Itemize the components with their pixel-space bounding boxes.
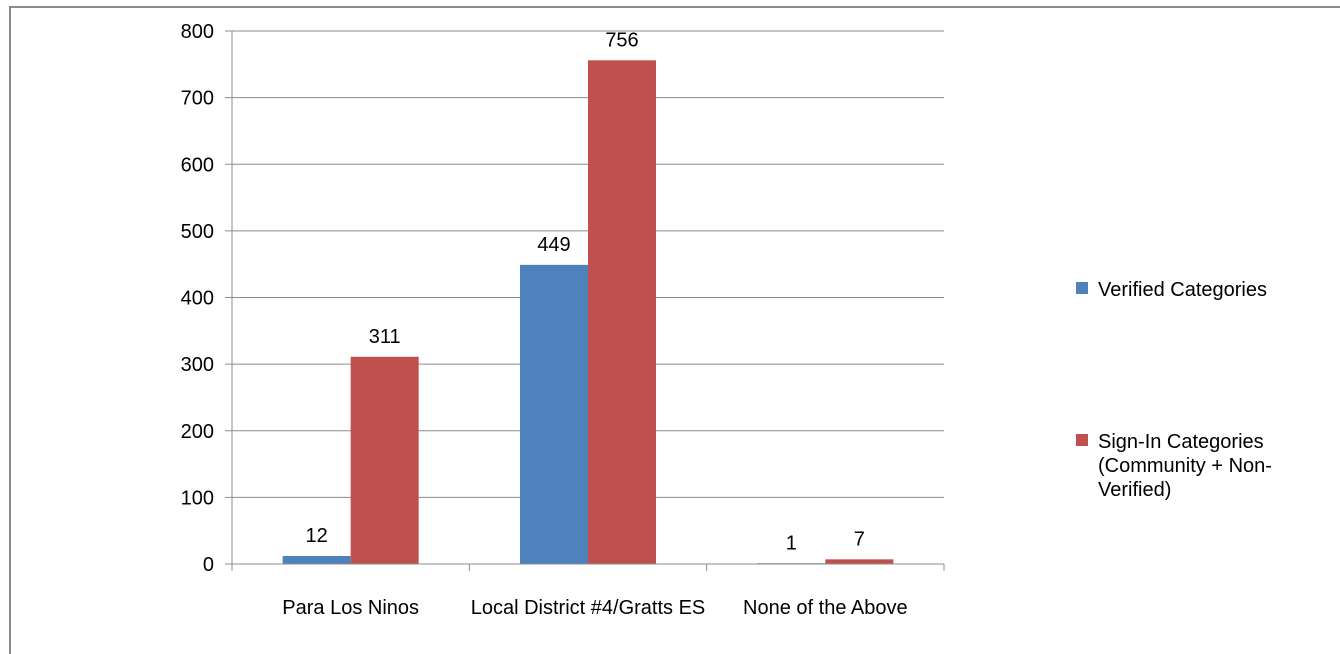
bar xyxy=(588,60,656,564)
bars xyxy=(282,60,894,564)
legend-label-line: (Community + Non- xyxy=(1098,455,1272,477)
y-tick-label: 400 xyxy=(181,288,214,310)
data-label: 449 xyxy=(537,234,570,256)
legend-label-line: Sign-In Categories xyxy=(1098,431,1264,453)
legend-swatch xyxy=(1076,282,1088,294)
data-label: 756 xyxy=(605,29,638,51)
bar xyxy=(825,559,894,564)
legend-label: Verified Categories xyxy=(1098,279,1267,301)
bar xyxy=(520,264,588,564)
y-tick-label: 600 xyxy=(181,154,214,176)
y-tick-label: 0 xyxy=(203,554,214,576)
x-tick-label: None of the Above xyxy=(743,597,908,619)
y-tick-label: 500 xyxy=(181,221,214,243)
labels: 0 100 200 300 400 500 600 700 800 12 311 Para Los N… xyxy=(181,21,908,619)
y-tick-label: 200 xyxy=(181,421,214,443)
legend: Verified Categories Sign-In Categories (Co… xyxy=(1076,279,1272,501)
axes xyxy=(225,30,945,571)
bar xyxy=(350,356,419,564)
legend-swatch xyxy=(1076,434,1088,446)
data-label: 12 xyxy=(306,525,328,547)
chart-frame xyxy=(9,6,1340,654)
bar xyxy=(282,556,351,564)
y-tick-label: 700 xyxy=(181,88,214,110)
x-tick-label: Local District #4/Gratts ES xyxy=(471,597,706,619)
data-label: 1 xyxy=(786,532,797,554)
y-tick-label: 100 xyxy=(181,487,214,509)
legend-label-line: Verified) xyxy=(1098,479,1171,501)
y-tick-label: 300 xyxy=(181,354,214,376)
y-tick-label: 800 xyxy=(181,21,214,43)
x-tick-label: Para Los Ninos xyxy=(282,597,419,619)
data-label: 7 xyxy=(854,528,865,550)
legend-label: Sign-In Categories (Community + Non-Verif… xyxy=(1098,431,1272,501)
data-label: 311 xyxy=(369,326,401,348)
legend-label-line: Verified Categories xyxy=(1098,279,1267,301)
